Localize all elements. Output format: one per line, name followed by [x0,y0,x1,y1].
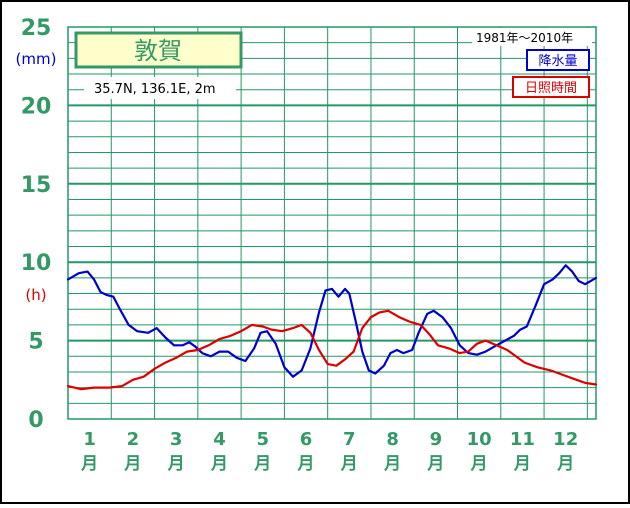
y-tick-label: 25 [21,16,52,41]
legend-precip-box [526,49,590,71]
series-layer [66,264,598,391]
y-axis-ticks: 0 5 10 15 20 25 [21,16,52,433]
x-tick-month-number: 5 [256,429,269,450]
y-tick-label: 15 [21,173,52,198]
plot-border [67,26,597,420]
x-tick-month-number: 2 [127,429,140,450]
y-axis-label-precip: (mm) [16,50,57,68]
x-tick-month-number: 11 [510,429,535,450]
x-tick-month-unit: 月 [167,454,185,474]
x-tick-month-number: 4 [213,429,226,450]
x-tick-month-unit: 月 [383,454,401,474]
precipitation-line [66,264,598,378]
y-tick-label: 10 [21,251,52,276]
y-axis-label-sunshine: (h) [25,286,46,304]
x-tick-month-unit: 月 [123,454,141,474]
x-tick-month-unit: 月 [297,454,315,474]
period-label: 1981年〜2010年 [476,31,573,45]
x-tick-month-unit: 月 [513,454,531,474]
y-tick-label: 5 [28,330,43,355]
x-tick-month-unit: 月 [470,454,488,474]
x-tick-month-unit: 月 [80,454,98,474]
x-axis-ticks: 1 月 2 月 3 月 4 月 5 月 6 月 7 月 8 月 9 月 10 月 11 月 12 月 [80,429,578,474]
legend-sunshine-label: 日照時間 [525,81,577,96]
y-tick-label: 20 [21,94,52,119]
x-tick-month-number: 8 [386,429,399,450]
x-tick-month-number: 1 [83,429,96,450]
chart-title: 敦賀 [134,37,182,65]
x-tick-month-unit: 月 [556,454,574,474]
x-tick-month-unit: 月 [340,454,358,474]
x-tick-month-number: 9 [430,429,443,450]
x-tick-month-number: 3 [170,429,183,450]
x-tick-month-number: 10 [467,429,492,450]
y-tick-label: 0 [28,408,43,433]
chart-subtitle: 35.7N, 136.1E, 2m [94,82,216,97]
legend-precip-label: 降水量 [538,54,577,69]
x-tick-month-unit: 月 [210,454,228,474]
period-box [472,28,592,46]
location-box [84,77,236,99]
x-tick-month-unit: 月 [253,454,271,474]
grid-layer [67,26,597,420]
x-tick-month-number: 12 [553,429,578,450]
sunshine-line [66,309,598,391]
x-tick-month-number: 7 [343,429,356,450]
legend-sunshine-box [512,76,590,98]
x-tick-month-unit: 月 [426,454,444,474]
x-tick-month-number: 6 [300,429,313,450]
title-box [74,31,243,69]
